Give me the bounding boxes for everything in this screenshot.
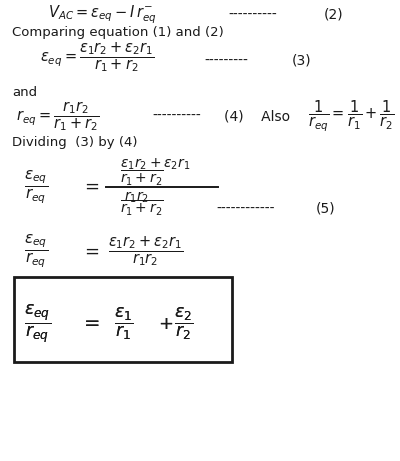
Text: Comparing equation (1) and (2): Comparing equation (1) and (2) xyxy=(12,26,224,39)
Text: =: = xyxy=(84,242,99,260)
Text: $\varepsilon_{eq} = \dfrac{\varepsilon_1 r_2 + \varepsilon_2 r_1}{r_1 + r_2}$: $\varepsilon_{eq} = \dfrac{\varepsilon_1… xyxy=(40,40,155,74)
Text: and: and xyxy=(12,86,37,99)
Text: =: = xyxy=(84,314,100,333)
FancyBboxPatch shape xyxy=(14,277,232,362)
Text: $\overline{r_1 + r_2}$: $\overline{r_1 + r_2}$ xyxy=(120,199,164,218)
Text: =: = xyxy=(84,178,99,196)
Text: ----------: ---------- xyxy=(228,8,277,22)
Text: $\dfrac{\varepsilon_{eq}}{r_{eq}}$: $\dfrac{\varepsilon_{eq}}{r_{eq}}$ xyxy=(24,169,48,206)
Text: $V_{AC} = \varepsilon_{eq} - I\,r_{eq}^{-}$: $V_{AC} = \varepsilon_{eq} - I\,r_{eq}^{… xyxy=(48,4,157,26)
Text: (3): (3) xyxy=(292,54,312,68)
Text: $\dfrac{\varepsilon_2}{r_2}$: $\dfrac{\varepsilon_2}{r_2}$ xyxy=(174,305,194,342)
Text: (4)    Also: (4) Also xyxy=(224,109,290,123)
Text: $r_1 r_2$: $r_1 r_2$ xyxy=(124,189,149,205)
Text: (5): (5) xyxy=(316,201,336,215)
Text: $\dfrac{\varepsilon_1}{r_1}$: $\dfrac{\varepsilon_1}{r_1}$ xyxy=(114,305,134,342)
Text: $\dfrac{\varepsilon_2}{r_2}$: $\dfrac{\varepsilon_2}{r_2}$ xyxy=(174,305,194,342)
Text: $\dfrac{\varepsilon_1 r_2 + \varepsilon_2 r_1}{r_1 r_2}$: $\dfrac{\varepsilon_1 r_2 + \varepsilon_… xyxy=(108,234,184,268)
Text: +: + xyxy=(158,314,173,333)
Text: Dividing  (3) by (4): Dividing (3) by (4) xyxy=(12,136,138,149)
Text: $\overline{r_1 + r_2}$: $\overline{r_1 + r_2}$ xyxy=(120,168,164,188)
Text: $\dfrac{1}{r_{eq}} = \dfrac{1}{r_1} + \dfrac{1}{r_2}$: $\dfrac{1}{r_{eq}} = \dfrac{1}{r_1} + \d… xyxy=(308,99,395,134)
Text: =: = xyxy=(84,314,100,333)
Text: $\dfrac{\varepsilon_{eq}}{r_{eq}}$: $\dfrac{\varepsilon_{eq}}{r_{eq}}$ xyxy=(24,302,51,345)
Text: $\varepsilon_1 r_2 + \varepsilon_2 r_1$: $\varepsilon_1 r_2 + \varepsilon_2 r_1$ xyxy=(120,156,190,172)
Text: ------------: ------------ xyxy=(216,201,274,215)
Text: $\dfrac{\varepsilon_1}{r_1}$: $\dfrac{\varepsilon_1}{r_1}$ xyxy=(114,305,134,342)
Text: ---------: --------- xyxy=(204,54,248,68)
Text: $r_{eq} = \dfrac{r_1 r_2}{r_1 + r_2}$: $r_{eq} = \dfrac{r_1 r_2}{r_1 + r_2}$ xyxy=(16,99,99,133)
Text: (2): (2) xyxy=(324,8,344,22)
Text: ----------: ---------- xyxy=(152,109,201,123)
Text: $\dfrac{\varepsilon_{eq}}{r_{eq}}$: $\dfrac{\varepsilon_{eq}}{r_{eq}}$ xyxy=(24,233,48,270)
Text: +: + xyxy=(158,314,173,333)
Text: $\dfrac{\varepsilon_{eq}}{r_{eq}}$: $\dfrac{\varepsilon_{eq}}{r_{eq}}$ xyxy=(24,302,51,345)
